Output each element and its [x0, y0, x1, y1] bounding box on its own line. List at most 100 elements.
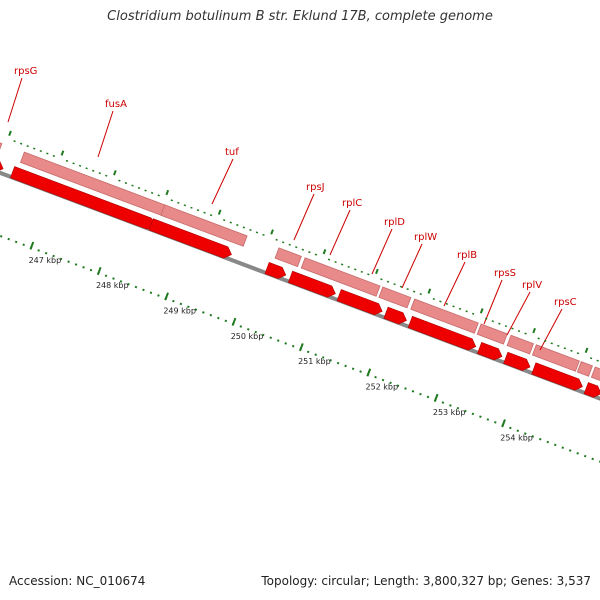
ruler-major-tick — [433, 393, 439, 402]
gene-arrow-red — [407, 315, 477, 351]
outer-minor-tick — [504, 325, 508, 328]
ruler-minor-tick — [449, 404, 452, 407]
outer-minor-tick — [432, 297, 436, 301]
gene-block-pink — [410, 298, 479, 334]
gene-block-pink — [590, 366, 600, 381]
ruler-minor-tick — [179, 302, 183, 306]
ruler-minor-tick — [284, 342, 287, 345]
gene-arrow-red — [477, 341, 503, 361]
outer-minor-tick — [458, 307, 462, 310]
kbp-label: 248 kbp — [96, 281, 129, 290]
outer-minor-tick — [52, 154, 56, 158]
outer-minor-tick — [144, 189, 147, 192]
ruler-minor-tick — [172, 299, 175, 303]
ruler-minor-tick — [254, 330, 258, 334]
gene-label-rpsS: rpsS — [494, 268, 516, 279]
gene-block-pink — [576, 361, 593, 377]
outer-minor-tick — [380, 278, 383, 281]
gene-block-pink — [506, 334, 534, 355]
outer-minor-tick — [91, 169, 95, 172]
ruler-major-tick — [366, 368, 372, 377]
ruler-minor-tick — [52, 254, 55, 258]
outer-major-tick — [427, 288, 432, 294]
ruler-minor-tick — [67, 260, 70, 263]
outer-minor-tick — [170, 199, 173, 202]
outer-major-tick — [113, 170, 117, 176]
gene-block-pink — [274, 247, 302, 268]
gene-label-rpsG: rpsG — [14, 66, 37, 77]
outer-minor-tick — [419, 293, 422, 296]
ruler-minor-tick — [538, 437, 542, 441]
outer-minor-tick — [340, 263, 344, 266]
ruler-minor-tick — [389, 381, 392, 385]
outer-minor-tick — [406, 288, 409, 291]
outer-minor-tick — [576, 352, 580, 355]
outer-minor-tick — [19, 142, 23, 145]
outer-minor-tick — [150, 191, 154, 195]
ruler-minor-tick — [217, 316, 220, 320]
outer-major-tick — [479, 308, 484, 314]
summary-text: Topology: circular; Length: 3,800,327 bp… — [261, 574, 591, 588]
ruler-minor-tick — [37, 249, 40, 252]
outer-minor-tick — [229, 221, 232, 224]
gene-leader-line — [293, 193, 315, 241]
ruler-minor-tick — [546, 440, 550, 444]
outer-minor-tick — [498, 322, 501, 325]
outer-minor-tick — [347, 265, 350, 268]
outer-minor-tick — [85, 167, 88, 170]
outer-minor-tick — [334, 260, 337, 264]
ruler-minor-tick — [134, 285, 138, 289]
outer-minor-tick — [72, 162, 75, 165]
ruler-minor-tick — [306, 350, 310, 354]
gene-leader-line — [443, 261, 466, 307]
gene-block-pink — [378, 286, 412, 309]
outer-major-tick — [584, 347, 589, 354]
gene-arrow-red — [503, 351, 531, 371]
ruler-minor-tick — [187, 305, 190, 309]
ruler-minor-tick — [104, 274, 108, 278]
outer-minor-tick — [26, 145, 29, 148]
ruler-minor-tick — [426, 395, 430, 399]
ruler-minor-tick — [471, 412, 475, 416]
gene-leader-line — [539, 308, 563, 351]
outer-major-tick — [8, 130, 12, 137]
kbp-label: 252 kbp — [365, 383, 398, 392]
outer-minor-tick — [105, 174, 108, 177]
gene-arrow-red — [148, 218, 232, 259]
ruler-minor-tick — [329, 359, 332, 362]
map-title: Clostridium botulinum B str. Eklund 17B,… — [107, 9, 493, 24]
gene-label-rplD: rplD — [384, 217, 405, 228]
ruler-minor-tick — [291, 344, 295, 348]
ruler-minor-tick — [112, 277, 115, 280]
ruler-minor-tick — [246, 328, 250, 331]
outer-minor-tick — [439, 300, 442, 303]
ruler-minor-tick — [381, 378, 385, 382]
gene-block-pink — [0, 142, 3, 150]
gene-leader-line — [401, 243, 423, 289]
gene-arrow-red — [264, 262, 287, 279]
outer-minor-tick — [412, 290, 416, 293]
outer-minor-tick — [301, 248, 305, 251]
kbp-label: 247 kbp — [29, 256, 62, 265]
ruler-minor-tick — [419, 392, 422, 396]
gene-block-pink — [300, 257, 381, 297]
kbp-ruler — [0, 235, 600, 463]
outer-minor-tick — [589, 357, 593, 360]
outer-major-tick — [322, 248, 327, 255]
outer-minor-tick — [124, 182, 128, 185]
gene-labels: rpsG fusA tuf rpsJ rplC rplD rplW rplB rpsS rplV r… — [14, 66, 577, 308]
outer-major-tick — [165, 189, 170, 196]
ruler-minor-tick — [396, 384, 400, 387]
gene-leader-line — [211, 158, 234, 205]
ruler-minor-tick — [576, 452, 579, 455]
outer-minor-tick — [465, 310, 468, 313]
ruler-major-tick — [164, 292, 169, 301]
outer-minor-tick — [354, 268, 357, 271]
ruler-minor-tick — [142, 288, 145, 292]
outer-minor-tick — [249, 228, 252, 232]
outer-minor-tick — [242, 226, 246, 229]
outer-minor-tick — [393, 283, 396, 286]
kbp-labels: 247 kbp 248 kbp 249 kbp 250 kbp 251 kbp 252 k… — [29, 256, 533, 443]
outer-minor-tick — [596, 359, 599, 362]
